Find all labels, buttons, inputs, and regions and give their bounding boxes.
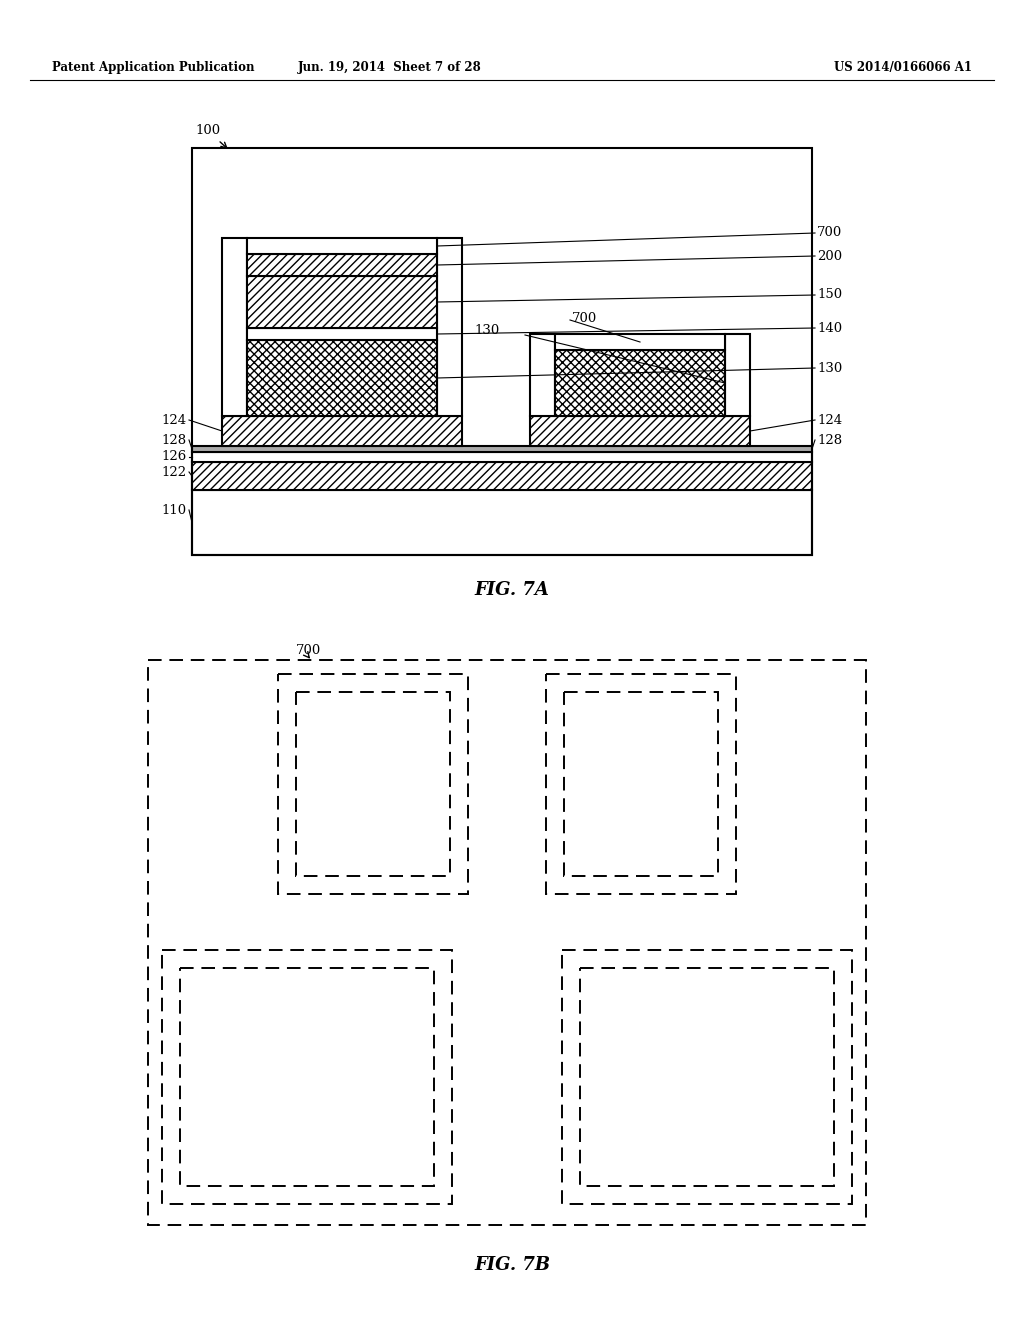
Bar	[580, 968, 834, 1185]
Bar	[180, 968, 434, 1185]
Bar	[555, 334, 725, 350]
Bar	[564, 692, 718, 876]
Bar	[222, 238, 247, 416]
Text: FIG. 7A: FIG. 7A	[474, 581, 550, 599]
Text: FIG. 7B: FIG. 7B	[474, 1257, 550, 1274]
Text: 700: 700	[817, 227, 843, 239]
Bar	[530, 334, 555, 416]
Bar	[278, 675, 468, 894]
Bar	[222, 416, 462, 446]
Text: 700: 700	[296, 644, 322, 657]
Text: 140: 140	[817, 322, 842, 334]
Text: 100: 100	[195, 124, 220, 136]
Text: 124: 124	[817, 413, 842, 426]
Text: US 2014/0166066 A1: US 2014/0166066 A1	[834, 62, 972, 74]
Bar	[247, 276, 437, 327]
Text: 124: 124	[162, 413, 187, 426]
Text: 130: 130	[475, 323, 500, 337]
Text: Jun. 19, 2014  Sheet 7 of 28: Jun. 19, 2014 Sheet 7 of 28	[298, 62, 482, 74]
Bar	[193, 462, 812, 490]
Bar	[296, 692, 450, 876]
Bar	[148, 660, 866, 1225]
Bar	[247, 253, 437, 276]
Text: Patent Application Publication: Patent Application Publication	[52, 62, 255, 74]
Bar	[247, 327, 437, 341]
Bar	[247, 238, 437, 253]
Text: 700: 700	[572, 312, 597, 325]
Bar	[162, 950, 452, 1204]
Text: 128: 128	[817, 433, 842, 446]
Bar	[193, 490, 812, 554]
Bar	[555, 350, 725, 416]
Text: 122: 122	[162, 466, 187, 479]
Bar	[193, 148, 812, 554]
Bar	[193, 446, 812, 451]
Bar	[530, 416, 750, 446]
Text: 110: 110	[162, 503, 187, 516]
Bar	[562, 950, 852, 1204]
Text: 126: 126	[162, 450, 187, 463]
Text: 150: 150	[817, 289, 842, 301]
Bar	[437, 238, 462, 416]
Text: 130: 130	[817, 362, 843, 375]
Bar	[247, 341, 437, 416]
Bar	[546, 675, 736, 894]
Bar	[193, 451, 812, 462]
Text: 200: 200	[817, 249, 842, 263]
Bar	[725, 334, 750, 416]
Text: 128: 128	[162, 433, 187, 446]
